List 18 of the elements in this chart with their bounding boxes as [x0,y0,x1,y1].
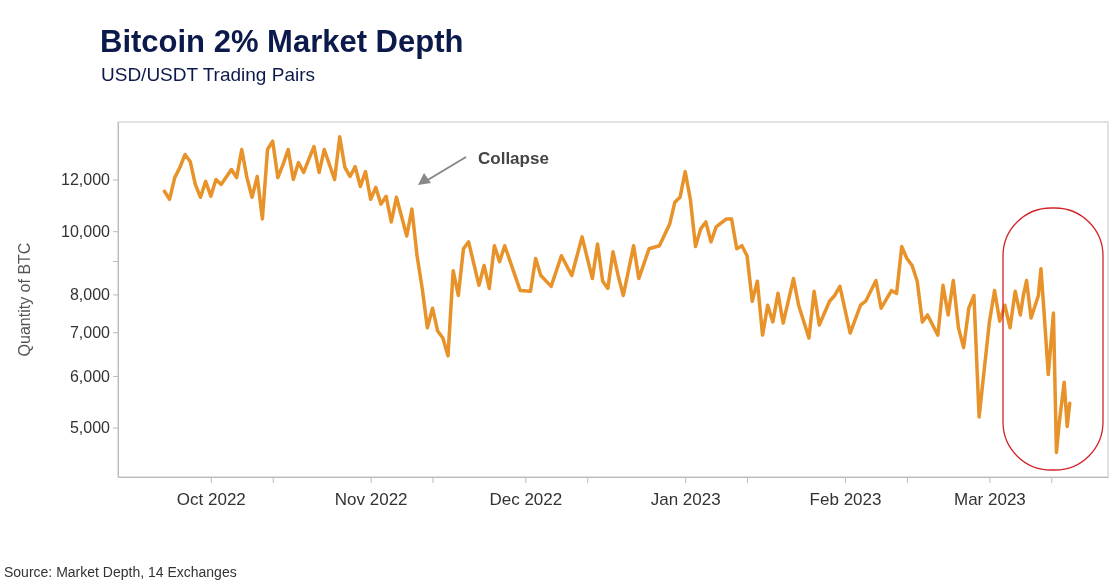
y-tick-label: 12,000 [61,171,111,189]
x-tick-label: Dec 2022 [489,489,563,509]
x-tick-label: Nov 2022 [334,489,408,509]
line-series [162,135,1072,455]
source-note: Source: Market Depth, 14 Exchanges [4,564,237,580]
x-tick-label: Feb 2023 [809,489,882,509]
y-tick-label: 7,000 [69,323,111,341]
y-tick-label: 5,000 [69,419,111,437]
x-tick-label: Jan 2023 [650,489,721,509]
y-tick-label: 8,000 [69,286,111,304]
annotation: Collapse [478,149,549,168]
chart-subtitle: USD/USDT Trading Pairs [101,64,315,85]
y-tick-label: 10,000 [61,222,111,240]
x-tick-label: Oct 2022 [176,489,246,509]
x-tick-label: Mar 2023 [953,489,1026,509]
chart-title: Bitcoin 2% Market Depth [100,24,464,59]
y-tick-label: 6,000 [69,367,111,385]
y-axis-title: Quantity of BTC [16,242,33,357]
